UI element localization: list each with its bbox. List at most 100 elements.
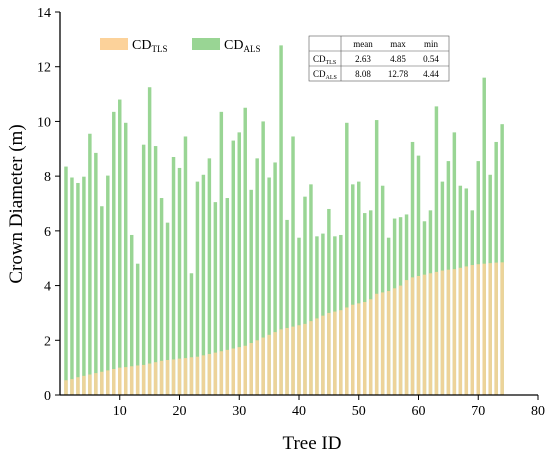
- x-tick-label-70: 70: [471, 404, 485, 419]
- bar-als-13: [135, 263, 140, 395]
- bar-tls-7: [100, 371, 104, 395]
- bar-tls-4: [82, 375, 86, 395]
- bar-tls-30: [237, 347, 241, 395]
- y-tick-label-10: 10: [37, 115, 51, 130]
- bar-als-37: [279, 45, 283, 396]
- bar-als-31: [243, 107, 247, 395]
- bar-als-7: [100, 206, 104, 395]
- bar-tls-44: [321, 315, 325, 395]
- bar-als-1: [64, 166, 68, 395]
- bar-als-66: [452, 132, 457, 395]
- bar-tls-55: [386, 291, 391, 395]
- bar-tls-16: [153, 362, 158, 395]
- bar-als-59: [410, 141, 415, 395]
- bar-als-23: [195, 181, 200, 395]
- bar-tls-23: [195, 356, 200, 395]
- stats-row-als-min: 4.44: [423, 69, 439, 79]
- bar-tls-71: [482, 263, 486, 395]
- bar-als-35: [267, 177, 271, 395]
- bar-als-28: [225, 198, 230, 395]
- stats-row-tls-min: 0.54: [423, 54, 439, 64]
- y-tick-label-8: 8: [44, 170, 51, 185]
- bar-tls-63: [434, 271, 439, 395]
- legend-label-tls-sub: TLS: [151, 44, 167, 54]
- bar-als-41: [303, 196, 307, 395]
- bar-als-54: [380, 185, 385, 395]
- bar-als-27: [219, 111, 224, 395]
- bar-als-44: [321, 233, 325, 395]
- bar-tls-10: [118, 367, 122, 395]
- stats-header-min: min: [424, 39, 439, 49]
- bar-als-25: [207, 158, 212, 395]
- bar-tls-26: [213, 352, 218, 395]
- stats-header-max: max: [390, 39, 406, 49]
- bar-als-38: [285, 219, 289, 395]
- x-tick-label-10: 10: [113, 404, 127, 419]
- bar-als-11: [123, 122, 128, 396]
- x-tick-label-30: 30: [232, 404, 246, 419]
- bar-als-8: [106, 175, 110, 395]
- bar-tls-56: [392, 288, 397, 395]
- y-tick-label-2: 2: [44, 334, 51, 349]
- bar-tls-64: [440, 270, 445, 395]
- bar-tls-25: [207, 353, 212, 395]
- x-tick-label-80: 80: [531, 404, 545, 419]
- bar-als-4: [82, 176, 86, 395]
- bar-tls-57: [398, 285, 403, 395]
- bar-tls-47: [339, 310, 343, 395]
- bar-tls-15: [147, 363, 152, 395]
- bar-tls-41: [303, 323, 307, 395]
- bar-tls-45: [327, 312, 331, 395]
- bar-tls-62: [428, 273, 433, 395]
- bar-tls-3: [76, 377, 80, 395]
- y-axis-ticks: 0 2 4 6 8 10 12 14: [37, 6, 60, 404]
- bar-tls-2: [70, 379, 74, 395]
- bar-tls-27: [219, 351, 224, 395]
- bar-tls-74: [500, 262, 504, 395]
- bar-tls-37: [279, 329, 283, 395]
- bar-tls-51: [362, 301, 367, 395]
- bar-als-34: [261, 121, 265, 395]
- bar-als-53: [374, 120, 379, 395]
- bar-tls-33: [255, 340, 259, 395]
- x-tick-label-60: 60: [412, 404, 426, 419]
- bar-als-17: [159, 198, 164, 395]
- bar-tls-65: [446, 269, 451, 395]
- bar-tls-14: [141, 364, 146, 395]
- bar-tls-18: [165, 359, 170, 395]
- bar-tls-58: [404, 280, 409, 395]
- bar-als-30: [237, 132, 241, 395]
- bar-tls-24: [201, 355, 206, 395]
- bar-tls-48: [345, 307, 349, 395]
- bar-tls-1: [64, 380, 68, 395]
- bar-als-16: [153, 146, 158, 395]
- bar-als-5: [88, 133, 92, 395]
- legend-label-tls-main: CD: [132, 38, 151, 53]
- bar-tls-8: [106, 370, 110, 395]
- stats-row-als-mean: 8.08: [355, 69, 371, 79]
- y-tick-label-0: 0: [44, 389, 51, 404]
- bar-tls-70: [476, 264, 480, 395]
- y-tick-label-14: 14: [37, 6, 51, 21]
- stats-row-tls-label-sub: TLS: [326, 60, 337, 66]
- bar-als-60: [416, 155, 421, 395]
- bar-als-45: [327, 208, 331, 395]
- bar-als-40: [297, 237, 301, 395]
- stats-row-tls-label-main: CD: [313, 54, 326, 64]
- plot-area: [64, 45, 504, 396]
- bar-als-71: [482, 77, 486, 396]
- bar-als-22: [189, 273, 194, 395]
- bar-als-20: [177, 167, 182, 395]
- stats-table: mean max min CDTLS 2.63 4.85 0.54 CDALS …: [308, 35, 450, 82]
- y-tick-label-6: 6: [44, 225, 51, 240]
- x-tick-label-40: 40: [292, 404, 306, 419]
- bar-tls-69: [470, 265, 475, 395]
- stats-row-tls-mean: 2.63: [355, 54, 371, 64]
- legend-label-als-sub: ALS: [243, 44, 260, 54]
- bar-als-21: [183, 136, 188, 395]
- bar-als-26: [213, 202, 218, 395]
- bar-als-6: [94, 152, 98, 395]
- bar-tls-34: [261, 337, 265, 395]
- bar-als-19: [171, 156, 176, 395]
